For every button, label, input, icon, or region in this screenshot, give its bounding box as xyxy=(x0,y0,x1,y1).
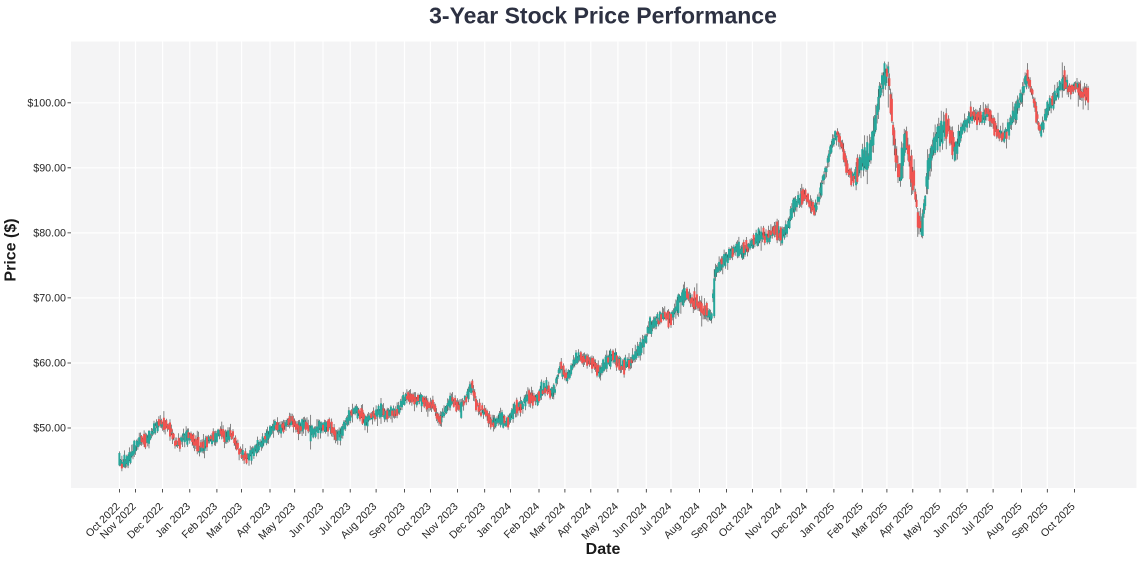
svg-text:$60.00: $60.00 xyxy=(33,358,66,370)
svg-text:3-Year Stock Price Performance: 3-Year Stock Price Performance xyxy=(429,2,777,28)
svg-text:$70.00: $70.00 xyxy=(33,293,66,305)
svg-text:$90.00: $90.00 xyxy=(33,163,66,175)
svg-text:$100.00: $100.00 xyxy=(27,98,66,110)
svg-text:Price ($): Price ($) xyxy=(3,218,20,281)
svg-text:$80.00: $80.00 xyxy=(33,228,66,240)
svg-text:Date: Date xyxy=(586,541,621,558)
svg-text:$50.00: $50.00 xyxy=(33,423,66,435)
